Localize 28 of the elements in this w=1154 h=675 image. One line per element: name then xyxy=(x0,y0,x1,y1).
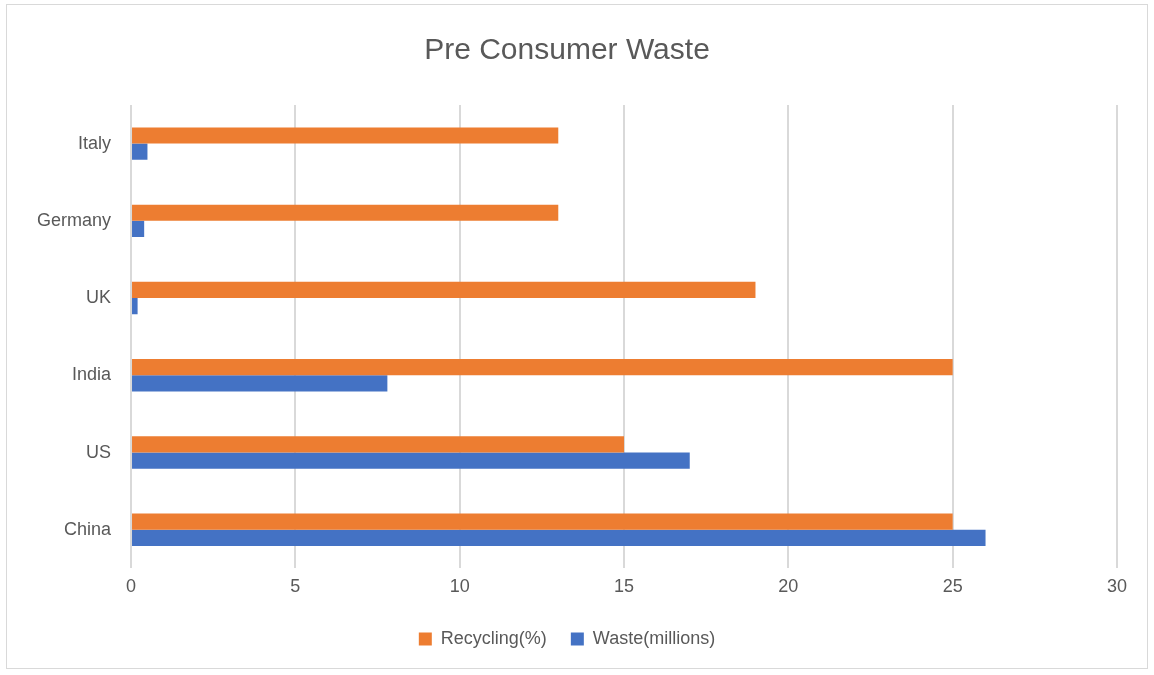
y-tick-label: India xyxy=(71,364,112,385)
bar xyxy=(132,359,953,376)
y-tick-label: China xyxy=(63,518,113,539)
x-tick-label: 20 xyxy=(778,576,799,597)
x-tick-label: 15 xyxy=(614,576,635,597)
x-tick-label: 10 xyxy=(449,576,470,597)
bar xyxy=(132,452,690,469)
chart-title: Pre Consumer Waste xyxy=(424,32,710,66)
bar xyxy=(132,529,986,546)
bar xyxy=(132,204,559,221)
x-tick-label: 25 xyxy=(942,576,963,597)
y-tick-label: Italy xyxy=(78,132,112,153)
x-tick-label: 5 xyxy=(290,576,301,597)
bar xyxy=(132,298,138,315)
bar xyxy=(132,436,625,453)
bar xyxy=(132,127,559,144)
bar xyxy=(132,513,953,530)
x-tick-label: 0 xyxy=(126,576,137,597)
y-tick-label: US xyxy=(86,441,112,462)
bar xyxy=(132,220,145,238)
bar xyxy=(132,375,388,392)
legend-label: Recycling(%) xyxy=(440,627,547,648)
bar xyxy=(132,143,148,160)
bar xyxy=(132,281,756,299)
y-tick-label: Germany xyxy=(36,209,112,230)
x-tick-label: 30 xyxy=(1106,576,1128,597)
legend-label: Waste(millions) xyxy=(592,627,716,648)
y-tick-label: UK xyxy=(86,287,112,308)
